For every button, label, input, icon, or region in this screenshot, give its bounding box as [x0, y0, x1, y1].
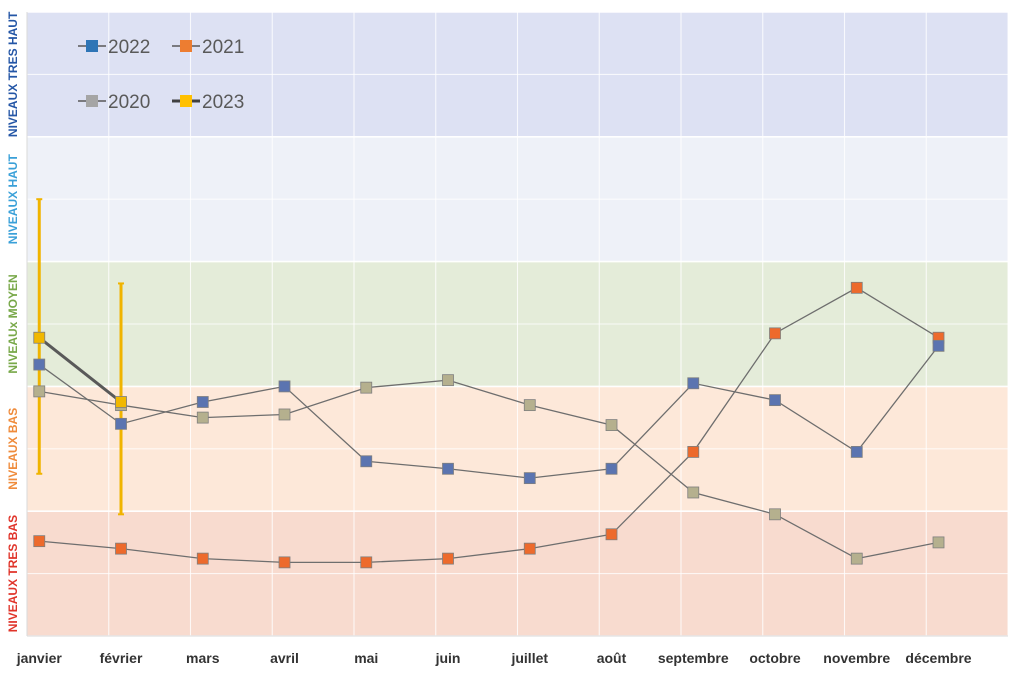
- marker-2022-juin: [442, 462, 454, 475]
- series-lines: [38, 287, 940, 564]
- x-tick-label: novembre: [823, 650, 890, 666]
- marker-2022-août: [605, 462, 618, 475]
- marker-2020-mars: [196, 411, 209, 424]
- marker-2020-septembre: [687, 486, 700, 499]
- band-label-3: NIVEAUX HAUT: [6, 154, 20, 245]
- x-tick-label: janvier: [16, 650, 63, 666]
- x-tick-label: septembre: [658, 650, 729, 666]
- marker-2021-avril: [278, 556, 291, 569]
- band-label-2: NIVEAUx MOYEN: [6, 274, 20, 373]
- marker-2022-février: [115, 417, 127, 430]
- marker-2021-novembre: [850, 281, 863, 294]
- marker-2020-avril: [278, 408, 291, 421]
- x-tick-label: mars: [186, 650, 220, 666]
- marker-2021-septembre: [687, 446, 700, 458]
- x-tick-label: juin: [435, 650, 461, 666]
- legend-marker-2023: [180, 95, 192, 107]
- x-tick-label: mai: [354, 650, 378, 666]
- legend-label-2023: 2023: [202, 92, 244, 113]
- marker-2022-mai: [360, 455, 373, 468]
- marker-2021-mai: [360, 556, 373, 569]
- x-axis-ticks: janvier février mars avril mai juin juillet aoû…: [16, 650, 972, 666]
- band-labels: NIVEAUX TRES BAS NIVEAUX BAS NIVEAUx MOYEN…: [6, 11, 20, 632]
- marker-2022-juillet: [523, 472, 536, 485]
- marker-2021-février: [115, 542, 127, 555]
- marker-2021-janvier: [33, 535, 46, 548]
- marker-2020-décembre: [932, 536, 945, 549]
- x-tick-label: février: [100, 650, 143, 666]
- x-tick-label: août: [597, 650, 627, 666]
- legend-marker-2021: [180, 40, 192, 52]
- marker-2020-novembre: [850, 552, 863, 565]
- marker-2023-février: [115, 396, 127, 408]
- band-label-1: NIVEAUX BAS: [6, 408, 20, 490]
- marker-2022-janvier: [33, 358, 46, 371]
- x-tick-label: décembre: [905, 650, 971, 666]
- series-line-2022: [38, 345, 940, 479]
- marker-2020-octobre: [769, 508, 781, 521]
- series-line-2023: [38, 336, 122, 404]
- marker-2020-mai: [360, 381, 373, 394]
- marker-2022-septembre: [687, 377, 700, 390]
- marker-2022-novembre: [850, 446, 863, 458]
- legend-label-2022: 2022: [108, 37, 150, 58]
- gridlines: [26, 11, 1009, 637]
- x-tick-label: octobre: [749, 650, 801, 666]
- marker-2022-avril: [278, 380, 291, 393]
- marker-2021-mars: [196, 552, 209, 565]
- legend-label-2021: 2021: [202, 37, 244, 58]
- series-line-2021: [39, 287, 939, 564]
- legend-marker-2020: [86, 95, 98, 107]
- x-tick-label: avril: [270, 650, 299, 666]
- marker-2020-juillet: [523, 399, 536, 412]
- band-label-4: NIVEAUX TRES HAUT: [6, 11, 20, 137]
- x-tick-label: juillet: [510, 650, 548, 666]
- legend-label-2020: 2020: [108, 92, 150, 113]
- marker-2021-juin: [442, 552, 454, 565]
- series-line-2020: [39, 379, 939, 560]
- series-markers: [33, 281, 945, 569]
- legend-marker-2022: [86, 40, 98, 52]
- marker-2020-août: [605, 419, 618, 431]
- marker-2021-août: [605, 528, 618, 541]
- marker-2022-décembre: [932, 339, 945, 352]
- marker-2022-octobre: [769, 394, 781, 407]
- marker-2020-juin: [442, 374, 454, 387]
- marker-2023-janvier: [33, 331, 46, 344]
- legend: 2022 2021 2020 2023: [78, 37, 244, 113]
- marker-2020-janvier: [33, 385, 46, 398]
- marker-2021-octobre: [769, 327, 781, 340]
- marker-2021-juillet: [523, 542, 536, 555]
- marker-2022-mars: [196, 396, 209, 408]
- band-label-0: NIVEAUX TRES BAS: [6, 515, 20, 632]
